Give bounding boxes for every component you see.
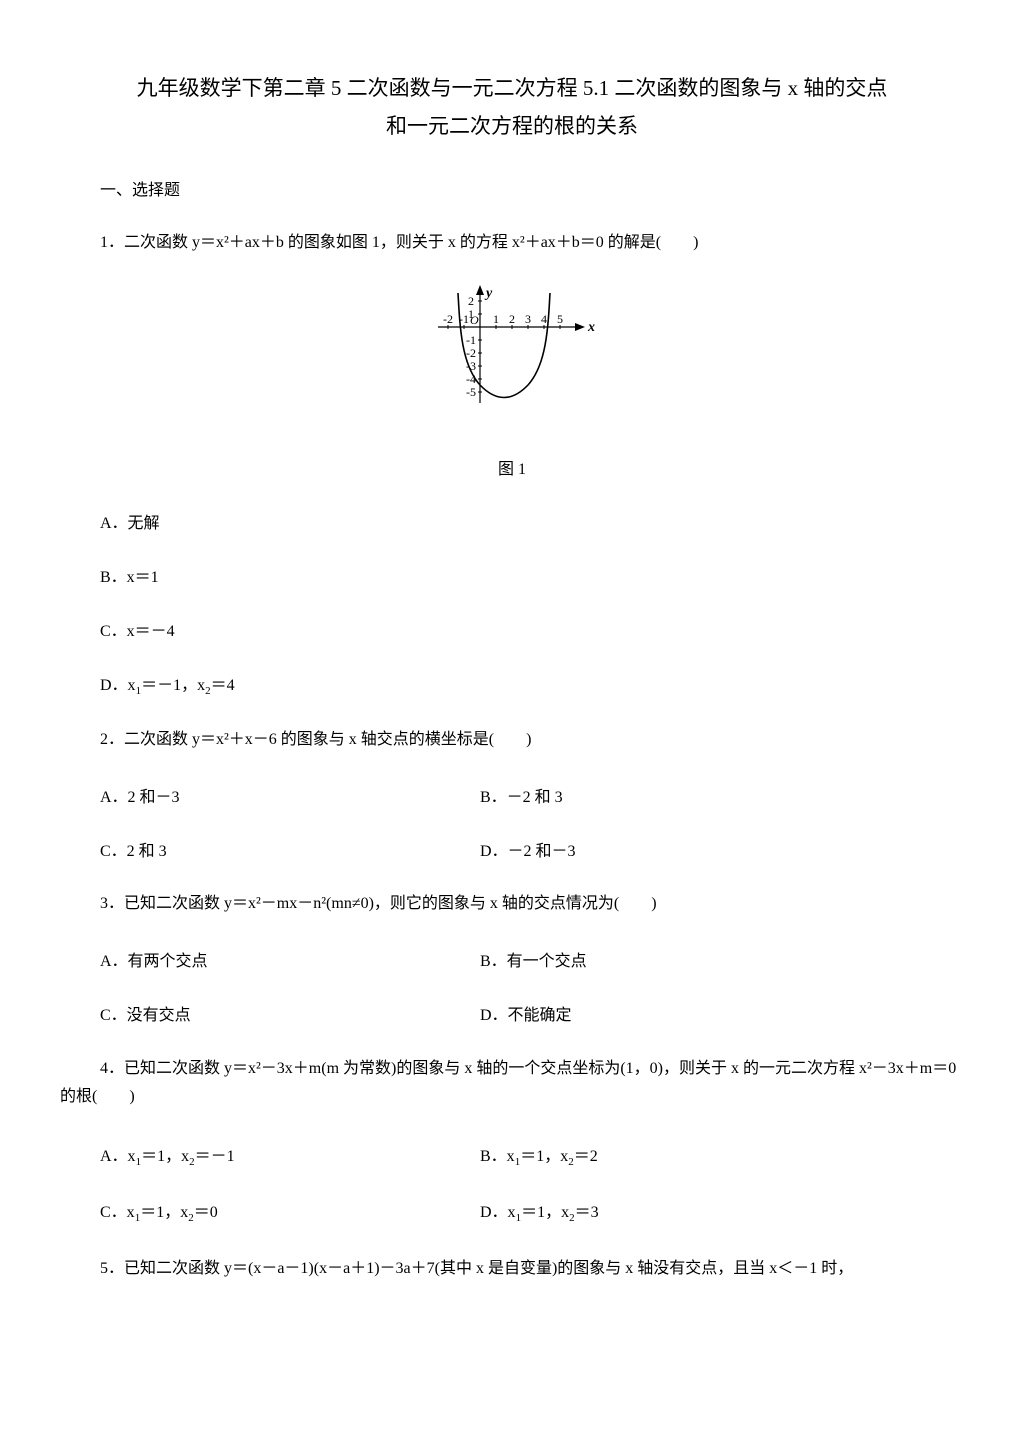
q4-option-b: B．x1＝1，x2＝2 — [480, 1142, 964, 1168]
q2-options-row2: C．2 和 3 D．－2 和－3 — [100, 837, 964, 861]
title-line-1: 九年级数学下第二章 5 二次函数与一元二次方程 5.1 二次函数的图象与 x 轴… — [137, 76, 888, 100]
svg-text:2: 2 — [468, 294, 474, 308]
q3-option-c: C．没有交点 — [100, 1001, 480, 1025]
q2-option-a: A．2 和－3 — [100, 783, 480, 807]
q4-option-c: C．x1＝1，x2＝0 — [100, 1198, 480, 1224]
q3-options-row1: A．有两个交点 B．有一个交点 — [100, 947, 964, 971]
q2-option-c: C．2 和 3 — [100, 837, 480, 861]
q2-option-d: D．－2 和－3 — [480, 837, 964, 861]
document-title: 九年级数学下第二章 5 二次函数与一元二次方程 5.1 二次函数的图象与 x 轴… — [60, 70, 964, 146]
svg-text:4: 4 — [541, 312, 547, 326]
q1-option-b: B．x＝1 — [100, 563, 964, 587]
question-5: 5．已知二次函数 y＝(x－a－1)(x－a＋1)－3a＋7(其中 x 是自变量… — [60, 1255, 964, 1284]
q3-option-a: A．有两个交点 — [100, 947, 480, 971]
svg-text:y: y — [484, 286, 493, 301]
question-1: 1．二次函数 y＝x²＋ax＋b 的图象如图 1，则关于 x 的方程 x²＋ax… — [100, 230, 964, 256]
q1-option-c: C．x＝－4 — [100, 617, 964, 641]
svg-text:-5: -5 — [466, 385, 476, 399]
figure-1-caption: 图 1 — [60, 455, 964, 479]
question-2: 2．二次函数 y＝x²＋x－6 的图象与 x 轴交点的横坐标是( ) — [100, 727, 964, 753]
q1-option-a: A．无解 — [100, 509, 964, 533]
q4-option-d: D．x1＝1，x2＝3 — [480, 1198, 964, 1224]
svg-text:-1: -1 — [466, 333, 476, 347]
svg-text:-2: -2 — [443, 312, 453, 326]
svg-text:-2: -2 — [466, 346, 476, 360]
q2-option-b: B．－2 和 3 — [480, 783, 964, 807]
svg-text:5: 5 — [557, 312, 563, 326]
title-line-2: 和一元二次方程的根的关系 — [386, 114, 638, 138]
q3-option-b: B．有一个交点 — [480, 947, 964, 971]
figure-1: -2-11234512-1-2-3-4-5xyO — [60, 285, 964, 440]
svg-text:O: O — [470, 313, 479, 327]
q1-option-d: D．x1＝－1，x2＝4 — [100, 671, 964, 697]
svg-text:2: 2 — [509, 312, 515, 326]
parabola-graph: -2-11234512-1-2-3-4-5xyO — [420, 285, 605, 435]
question-3: 3．已知二次函数 y＝x²－mx－n²(mn≠0)，则它的图象与 x 轴的交点情… — [100, 891, 964, 917]
q2-options-row1: A．2 和－3 B．－2 和 3 — [100, 783, 964, 807]
q4-options-row1: A．x1＝1，x2＝－1 B．x1＝1，x2＝2 — [100, 1142, 964, 1168]
q4-option-a: A．x1＝1，x2＝－1 — [100, 1142, 480, 1168]
svg-text:1: 1 — [493, 312, 499, 326]
q3-option-d: D．不能确定 — [480, 1001, 964, 1025]
question-4: 4．已知二次函数 y＝x²－3x＋m(m 为常数)的图象与 x 轴的一个交点坐标… — [60, 1055, 964, 1113]
section-heading: 一、选择题 — [100, 176, 964, 200]
svg-text:x: x — [587, 320, 595, 335]
svg-text:3: 3 — [525, 312, 531, 326]
q4-options-row2: C．x1＝1，x2＝0 D．x1＝1，x2＝3 — [100, 1198, 964, 1224]
q3-options-row2: C．没有交点 D．不能确定 — [100, 1001, 964, 1025]
